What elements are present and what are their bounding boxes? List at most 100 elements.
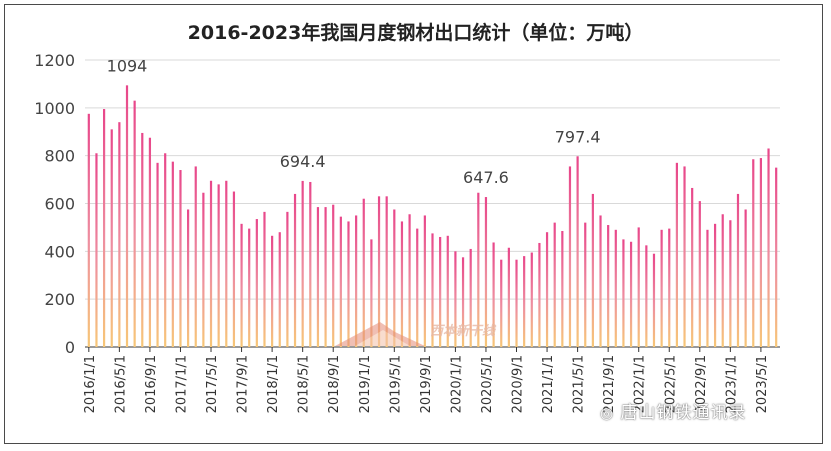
bar <box>645 245 648 347</box>
bar <box>561 231 564 347</box>
bar <box>202 192 205 347</box>
bar <box>209 180 213 347</box>
bar <box>523 256 526 347</box>
bar <box>576 156 579 347</box>
bar <box>118 122 121 348</box>
bar <box>278 232 281 347</box>
bar <box>492 242 495 347</box>
bar <box>125 85 129 347</box>
bar <box>332 204 335 347</box>
chart-frame <box>4 4 823 444</box>
data-label: 694.4 <box>280 152 326 171</box>
bar <box>179 170 182 347</box>
x-tick-label: 2022/9/1 <box>694 355 709 413</box>
bar <box>652 253 656 347</box>
bar <box>95 153 98 347</box>
y-tick-label: 800 <box>44 147 75 166</box>
bar <box>500 259 503 347</box>
bar <box>148 137 152 347</box>
x-tick-label: 2021/5/1 <box>572 355 587 413</box>
x-tick-label: 2019/5/1 <box>388 355 403 413</box>
bar <box>469 248 472 347</box>
bar <box>87 113 90 347</box>
x-tick-label: 2023/5/1 <box>755 355 770 413</box>
bar <box>240 223 243 347</box>
bar <box>477 192 480 347</box>
bar <box>736 193 740 347</box>
x-tick-label: 2016/5/1 <box>113 355 128 413</box>
bar <box>255 219 258 347</box>
x-axis-ticks: 2016/1/1 2016/5/1 2016/9/1 2017/1/1 2017/5/1… <box>83 347 770 413</box>
bar <box>110 129 113 347</box>
bar <box>545 232 549 347</box>
bar <box>568 166 572 347</box>
bar <box>698 201 701 347</box>
x-tick-label: 2018/1/1 <box>266 355 281 413</box>
x-tick-label: 2017/9/1 <box>236 355 251 413</box>
x-tick-label: 2016/1/1 <box>83 355 98 413</box>
bar <box>370 239 373 348</box>
bar <box>767 148 770 347</box>
bar <box>377 196 381 347</box>
bar <box>637 227 640 347</box>
bar <box>408 214 411 347</box>
bar <box>691 187 694 347</box>
x-tick-label: 2017/5/1 <box>205 355 220 413</box>
wechat-icon: ◎ <box>600 404 615 422</box>
mountain-logo-icon <box>335 322 425 346</box>
bar <box>622 239 625 348</box>
bar <box>744 209 747 347</box>
bar <box>461 257 465 347</box>
bar <box>271 235 274 347</box>
bar <box>591 193 594 347</box>
chart-title: 2016-2023年我国月度钢材出口统计（单位：万吨） <box>187 22 644 44</box>
bar <box>355 215 358 347</box>
brand-text: 西本新干线 <box>430 324 496 339</box>
bar-series <box>87 85 778 348</box>
x-tick-label: 2020/9/1 <box>511 355 526 413</box>
bar <box>416 228 419 347</box>
y-tick-label: 1200 <box>34 51 75 70</box>
x-tick-label: 2020/1/1 <box>449 355 464 413</box>
x-tick-label: 2019/9/1 <box>419 355 434 413</box>
bar <box>599 215 602 347</box>
bar <box>194 166 197 347</box>
bar <box>141 132 144 347</box>
bar <box>446 235 449 347</box>
bar <box>286 211 289 347</box>
bar <box>385 196 388 347</box>
bar <box>171 161 174 347</box>
bar <box>507 247 510 347</box>
bar <box>759 158 763 347</box>
bar <box>706 229 709 347</box>
x-tick-label: 2016/9/1 <box>144 355 159 413</box>
bar <box>454 251 457 347</box>
bar <box>713 223 717 347</box>
x-tick-label: 2021/9/1 <box>602 355 617 413</box>
y-tick-label: 1000 <box>34 99 75 118</box>
bar <box>538 242 541 347</box>
bar <box>187 209 190 347</box>
bar <box>752 159 755 347</box>
bar <box>584 222 587 347</box>
bar <box>629 241 633 347</box>
bar <box>324 207 327 347</box>
x-tick-label: 2018/9/1 <box>327 355 342 413</box>
bar <box>721 214 724 347</box>
bar <box>775 167 778 348</box>
annotations: 1094 694.4 647.6 797.4 <box>107 56 601 187</box>
bar <box>156 162 159 347</box>
x-tick-label: 2017/1/1 <box>174 355 189 413</box>
x-tick-label: 2020/5/1 <box>480 355 495 413</box>
x-tick-label: 2018/5/1 <box>297 355 312 413</box>
bar <box>614 229 617 347</box>
y-tick-label: 600 <box>44 195 75 214</box>
bar <box>400 221 404 347</box>
x-tick-label: 2019/1/1 <box>358 355 373 413</box>
data-label: 1094 <box>107 56 148 75</box>
bar <box>309 181 312 347</box>
bar <box>102 109 106 347</box>
bar <box>515 259 518 347</box>
bar <box>316 207 320 347</box>
x-tick-label: 2022/5/1 <box>663 355 678 413</box>
